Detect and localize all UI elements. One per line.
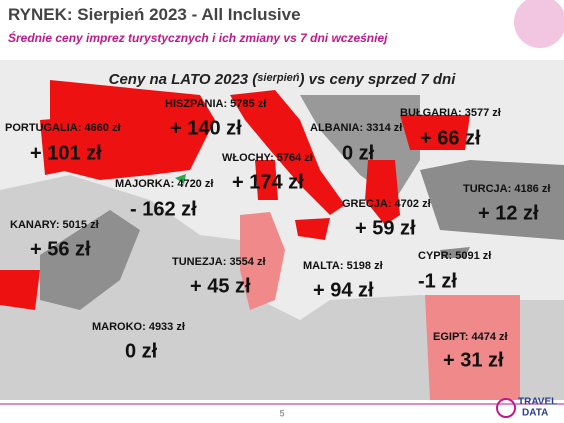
price-change: + 12 zł <box>478 203 539 225</box>
majorca <box>175 174 186 184</box>
country-label: TURCJA: 4186 zł <box>463 183 550 195</box>
cyprus <box>440 247 470 258</box>
country-label: MAJORKA: 4720 zł <box>115 178 213 190</box>
map-title: Ceny na LATO 2023 (sierpień) vs ceny spr… <box>109 71 457 88</box>
title: RYNEK: Sierpień 2023 - All Inclusive <box>8 5 301 24</box>
bulgaria <box>400 115 470 150</box>
decoration <box>514 0 564 48</box>
country-label: WŁOCHY: 5764 zł <box>222 152 313 164</box>
sicily <box>295 218 330 240</box>
country-label: BUŁGARIA: 3577 zł <box>400 107 501 119</box>
country-label: CYPR: 5091 zł <box>418 250 491 262</box>
price-change: + 59 zł <box>355 218 416 240</box>
map-title-part: ) vs ceny sprzed 7 dni <box>297 71 456 88</box>
price-change: 0 zł <box>342 143 375 165</box>
price-change: + 101 zł <box>30 143 102 165</box>
price-change: 0 zł <box>125 341 158 363</box>
country-label: PORTUGALIA: 4660 zł <box>5 122 121 134</box>
country-label: MAROKO: 4933 zł <box>92 321 185 333</box>
country-label: KANARY: 5015 zł <box>10 219 99 231</box>
price-change: + 94 zł <box>313 280 374 302</box>
canary <box>0 270 40 310</box>
country-label: TUNEZJA: 3554 zł <box>172 256 266 268</box>
map-title-part: Ceny na LATO 2023 ( <box>109 71 260 88</box>
price-change: + 45 zł <box>190 276 251 298</box>
price-change: + 31 zł <box>443 350 504 372</box>
country-label: EGIPT: 4474 zł <box>433 331 508 343</box>
italy <box>230 90 345 215</box>
country-label: MALTA: 5198 zł <box>303 260 383 272</box>
page-number: 5 <box>279 408 284 418</box>
country-label: HISZPANIA: 5785 zł <box>165 98 266 110</box>
price-change: + 140 zł <box>170 118 242 140</box>
subtitle: Średnie ceny imprez turystycznych i ich … <box>8 30 388 45</box>
price-change: + 174 zł <box>232 172 304 194</box>
sardinia <box>255 160 278 200</box>
price-change: -1 zł <box>418 271 457 293</box>
logo-icon <box>496 398 516 418</box>
price-change: - 162 zł <box>130 199 197 221</box>
price-change: + 66 zł <box>420 128 481 150</box>
country-label: GRECJA: 4702 zł <box>342 198 431 210</box>
logo-text: TRAVEL <box>518 396 557 407</box>
price-change: + 56 zł <box>30 239 91 261</box>
egypt <box>425 295 520 400</box>
labels: PORTUGALIA: 4660 zł + 101 zł HISZPANIA: 57… <box>5 98 550 371</box>
spain <box>50 80 215 180</box>
greece <box>365 160 400 225</box>
morocco <box>40 210 140 310</box>
logo-text: DATA <box>522 407 548 418</box>
map-title-part: sierpień <box>257 72 299 84</box>
tunisia <box>240 212 285 310</box>
turkey <box>420 160 564 240</box>
country-label: ALBANIA: 3314 zł <box>310 122 402 134</box>
map <box>0 60 564 400</box>
africa <box>0 175 564 400</box>
portugal <box>40 118 70 175</box>
